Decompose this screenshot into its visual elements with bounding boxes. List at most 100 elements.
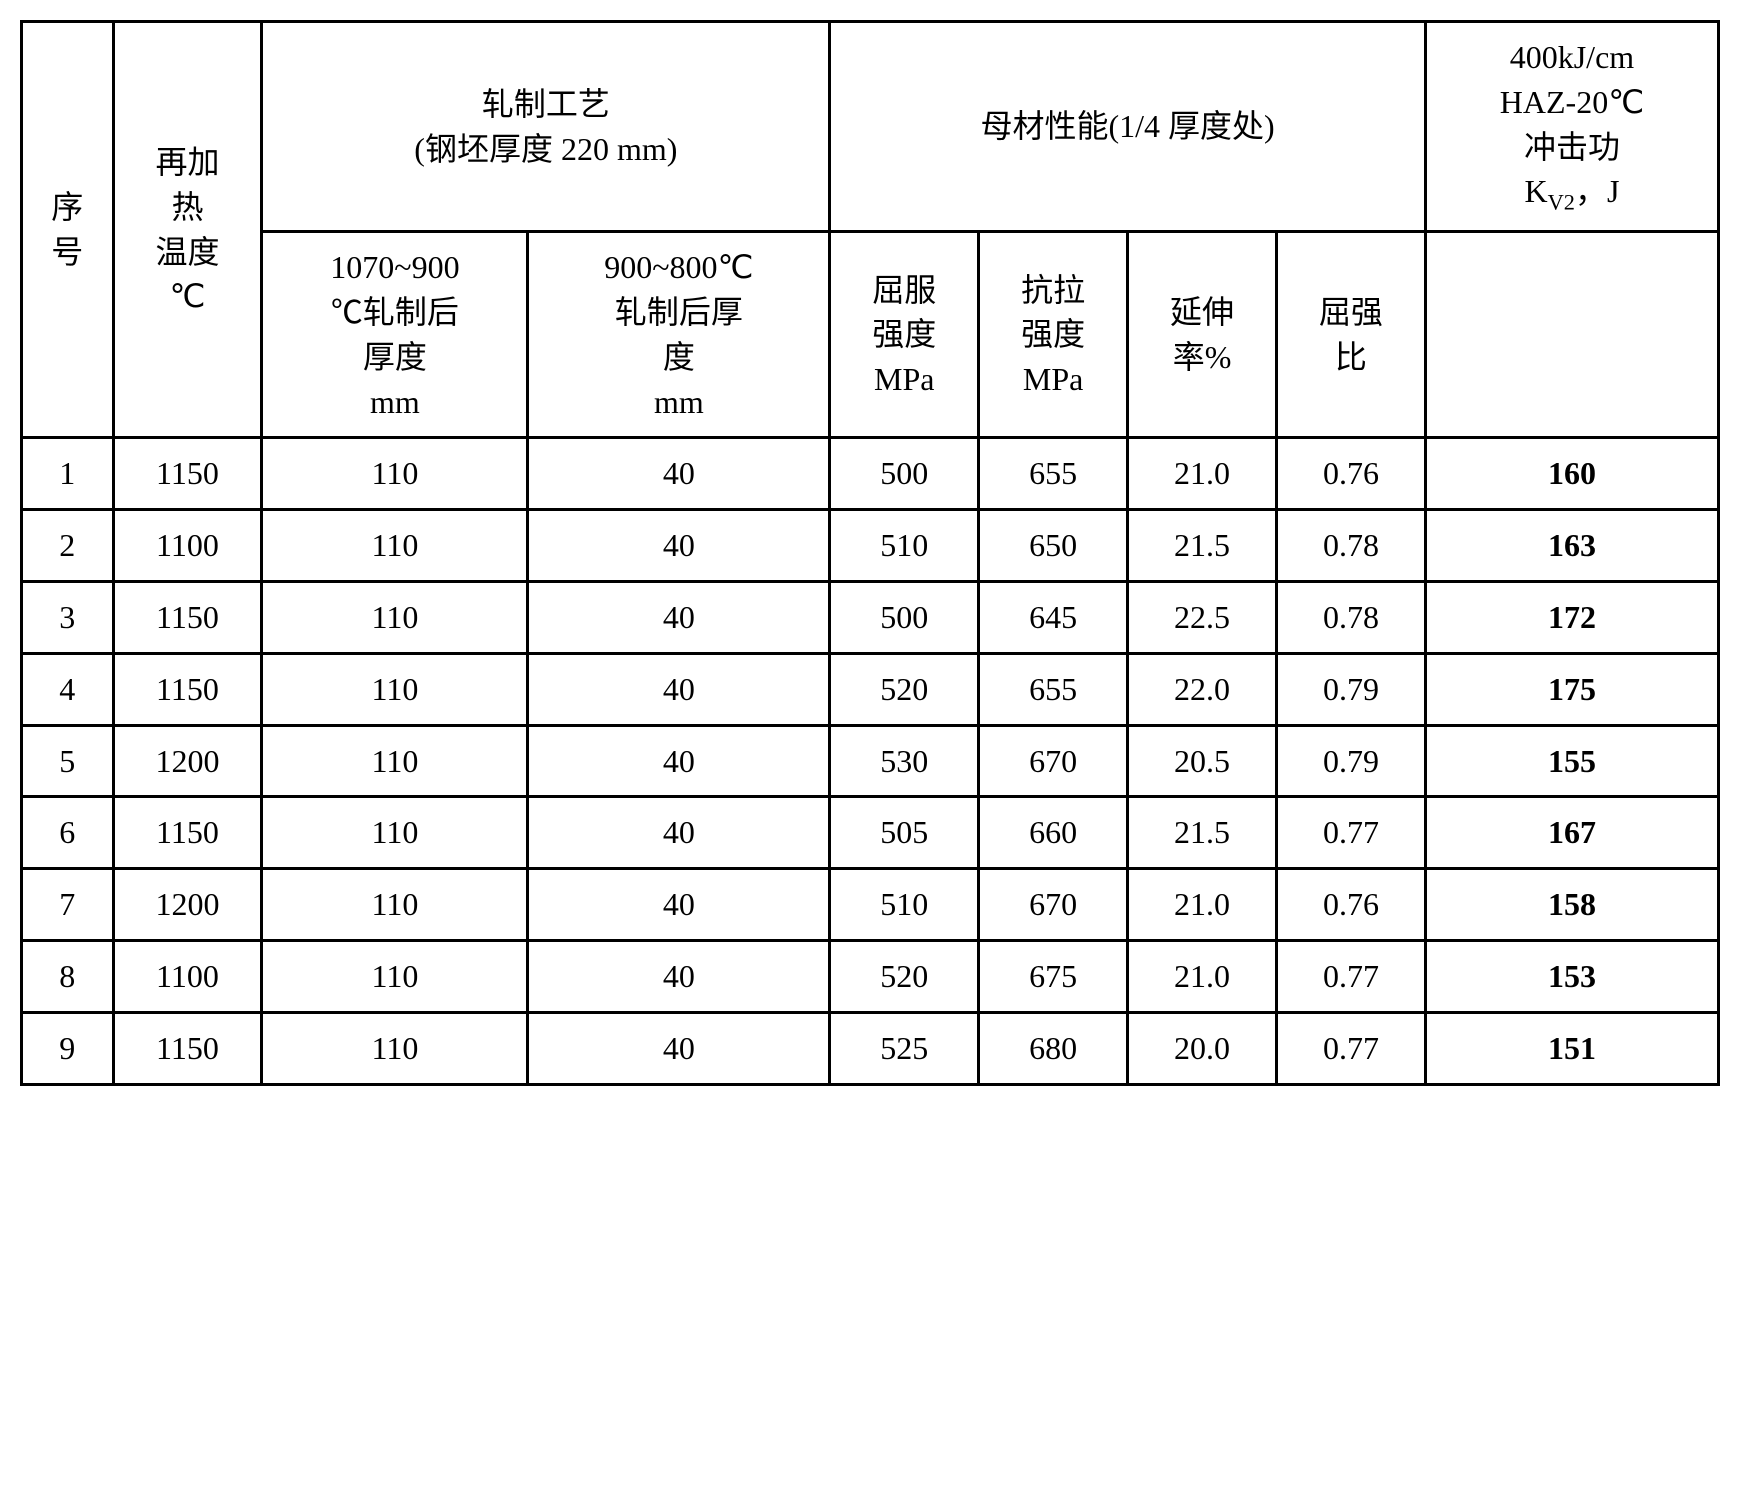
cell-impact_energy: 172 xyxy=(1425,581,1718,653)
cell-rolling_1070_900: 110 xyxy=(262,1012,528,1084)
table-row: 411501104052065522.00.79175 xyxy=(22,653,1719,725)
cell-seq: 1 xyxy=(22,438,114,510)
cell-yield_ratio: 0.78 xyxy=(1276,510,1425,582)
cell-yield_ratio: 0.76 xyxy=(1276,869,1425,941)
header-yield-strength: 屈服强度MPa xyxy=(830,232,979,438)
cell-tensile_strength: 680 xyxy=(979,1012,1128,1084)
cell-rolling_1070_900: 110 xyxy=(262,940,528,1012)
header-base-material: 母材性能(1/4 厚度处) xyxy=(830,22,1426,232)
cell-yield_ratio: 0.79 xyxy=(1276,653,1425,725)
cell-impact_energy: 160 xyxy=(1425,438,1718,510)
cell-seq: 2 xyxy=(22,510,114,582)
cell-elongation: 22.5 xyxy=(1128,581,1277,653)
table-row: 911501104052568020.00.77151 xyxy=(22,1012,1719,1084)
cell-reheat_temp: 1100 xyxy=(113,940,262,1012)
cell-yield_strength: 505 xyxy=(830,797,979,869)
cell-impact_energy: 167 xyxy=(1425,797,1718,869)
cell-rolling_900_800: 40 xyxy=(528,653,830,725)
cell-reheat_temp: 1150 xyxy=(113,797,262,869)
cell-reheat_temp: 1150 xyxy=(113,438,262,510)
cell-yield_strength: 525 xyxy=(830,1012,979,1084)
cell-seq: 5 xyxy=(22,725,114,797)
cell-tensile_strength: 645 xyxy=(979,581,1128,653)
cell-yield_ratio: 0.76 xyxy=(1276,438,1425,510)
header-rolling-900-800: 900~800℃轧制后厚度mm xyxy=(528,232,830,438)
table-row: 111501104050065521.00.76160 xyxy=(22,438,1719,510)
cell-elongation: 21.0 xyxy=(1128,438,1277,510)
cell-yield_ratio: 0.79 xyxy=(1276,725,1425,797)
table-row: 311501104050064522.50.78172 xyxy=(22,581,1719,653)
cell-yield_strength: 500 xyxy=(830,438,979,510)
cell-yield_ratio: 0.77 xyxy=(1276,1012,1425,1084)
cell-yield_strength: 500 xyxy=(830,581,979,653)
cell-tensile_strength: 670 xyxy=(979,725,1128,797)
cell-impact_energy: 151 xyxy=(1425,1012,1718,1084)
table-header: 序号 再加热温度℃ 轧制工艺(钢坯厚度 220 mm) 母材性能(1/4 厚度处… xyxy=(22,22,1719,438)
cell-yield_strength: 520 xyxy=(830,940,979,1012)
cell-seq: 4 xyxy=(22,653,114,725)
table-body: 111501104050065521.00.761602110011040510… xyxy=(22,438,1719,1084)
cell-tensile_strength: 670 xyxy=(979,869,1128,941)
cell-yield_strength: 520 xyxy=(830,653,979,725)
header-rolling-process: 轧制工艺(钢坯厚度 220 mm) xyxy=(262,22,830,232)
cell-tensile_strength: 655 xyxy=(979,438,1128,510)
cell-yield_ratio: 0.77 xyxy=(1276,797,1425,869)
cell-tensile_strength: 675 xyxy=(979,940,1128,1012)
cell-yield_ratio: 0.77 xyxy=(1276,940,1425,1012)
table-row: 811001104052067521.00.77153 xyxy=(22,940,1719,1012)
cell-elongation: 22.0 xyxy=(1128,653,1277,725)
cell-yield_strength: 510 xyxy=(830,510,979,582)
cell-seq: 3 xyxy=(22,581,114,653)
cell-elongation: 21.0 xyxy=(1128,940,1277,1012)
cell-yield_ratio: 0.78 xyxy=(1276,581,1425,653)
header-row-1: 序号 再加热温度℃ 轧制工艺(钢坯厚度 220 mm) 母材性能(1/4 厚度处… xyxy=(22,22,1719,232)
cell-impact_energy: 155 xyxy=(1425,725,1718,797)
cell-seq: 8 xyxy=(22,940,114,1012)
cell-rolling_1070_900: 110 xyxy=(262,581,528,653)
cell-rolling_1070_900: 110 xyxy=(262,725,528,797)
steel-properties-table: 序号 再加热温度℃ 轧制工艺(钢坯厚度 220 mm) 母材性能(1/4 厚度处… xyxy=(20,20,1720,1086)
header-impact-energy-blank xyxy=(1425,232,1718,438)
cell-impact_energy: 175 xyxy=(1425,653,1718,725)
cell-rolling_1070_900: 110 xyxy=(262,869,528,941)
header-reheat-temp: 再加热温度℃ xyxy=(113,22,262,438)
cell-elongation: 21.5 xyxy=(1128,797,1277,869)
cell-impact_energy: 163 xyxy=(1425,510,1718,582)
cell-seq: 6 xyxy=(22,797,114,869)
cell-reheat_temp: 1150 xyxy=(113,581,262,653)
cell-tensile_strength: 660 xyxy=(979,797,1128,869)
cell-rolling_900_800: 40 xyxy=(528,1012,830,1084)
cell-elongation: 20.5 xyxy=(1128,725,1277,797)
header-impact-energy: 400kJ/cmHAZ-20℃冲击功KV2，J xyxy=(1425,22,1718,232)
header-seq: 序号 xyxy=(22,22,114,438)
table-row: 611501104050566021.50.77167 xyxy=(22,797,1719,869)
cell-rolling_900_800: 40 xyxy=(528,797,830,869)
header-rolling-1070-900: 1070~900℃轧制后厚度mm xyxy=(262,232,528,438)
cell-rolling_900_800: 40 xyxy=(528,581,830,653)
cell-reheat_temp: 1150 xyxy=(113,1012,262,1084)
header-row-2: 1070~900℃轧制后厚度mm 900~800℃轧制后厚度mm 屈服强度MPa… xyxy=(22,232,1719,438)
cell-rolling_1070_900: 110 xyxy=(262,510,528,582)
cell-rolling_900_800: 40 xyxy=(528,438,830,510)
cell-seq: 9 xyxy=(22,1012,114,1084)
header-tensile-strength: 抗拉强度MPa xyxy=(979,232,1128,438)
cell-rolling_1070_900: 110 xyxy=(262,653,528,725)
cell-elongation: 20.0 xyxy=(1128,1012,1277,1084)
cell-rolling_1070_900: 110 xyxy=(262,797,528,869)
header-elongation: 延伸率% xyxy=(1128,232,1277,438)
cell-rolling_900_800: 40 xyxy=(528,510,830,582)
cell-reheat_temp: 1200 xyxy=(113,869,262,941)
cell-reheat_temp: 1150 xyxy=(113,653,262,725)
cell-rolling_900_800: 40 xyxy=(528,940,830,1012)
cell-seq: 7 xyxy=(22,869,114,941)
header-yield-ratio: 屈强比 xyxy=(1276,232,1425,438)
cell-tensile_strength: 655 xyxy=(979,653,1128,725)
cell-tensile_strength: 650 xyxy=(979,510,1128,582)
cell-rolling_1070_900: 110 xyxy=(262,438,528,510)
cell-elongation: 21.0 xyxy=(1128,869,1277,941)
cell-rolling_900_800: 40 xyxy=(528,725,830,797)
table-row: 712001104051067021.00.76158 xyxy=(22,869,1719,941)
table-row: 512001104053067020.50.79155 xyxy=(22,725,1719,797)
cell-reheat_temp: 1200 xyxy=(113,725,262,797)
cell-impact_energy: 153 xyxy=(1425,940,1718,1012)
